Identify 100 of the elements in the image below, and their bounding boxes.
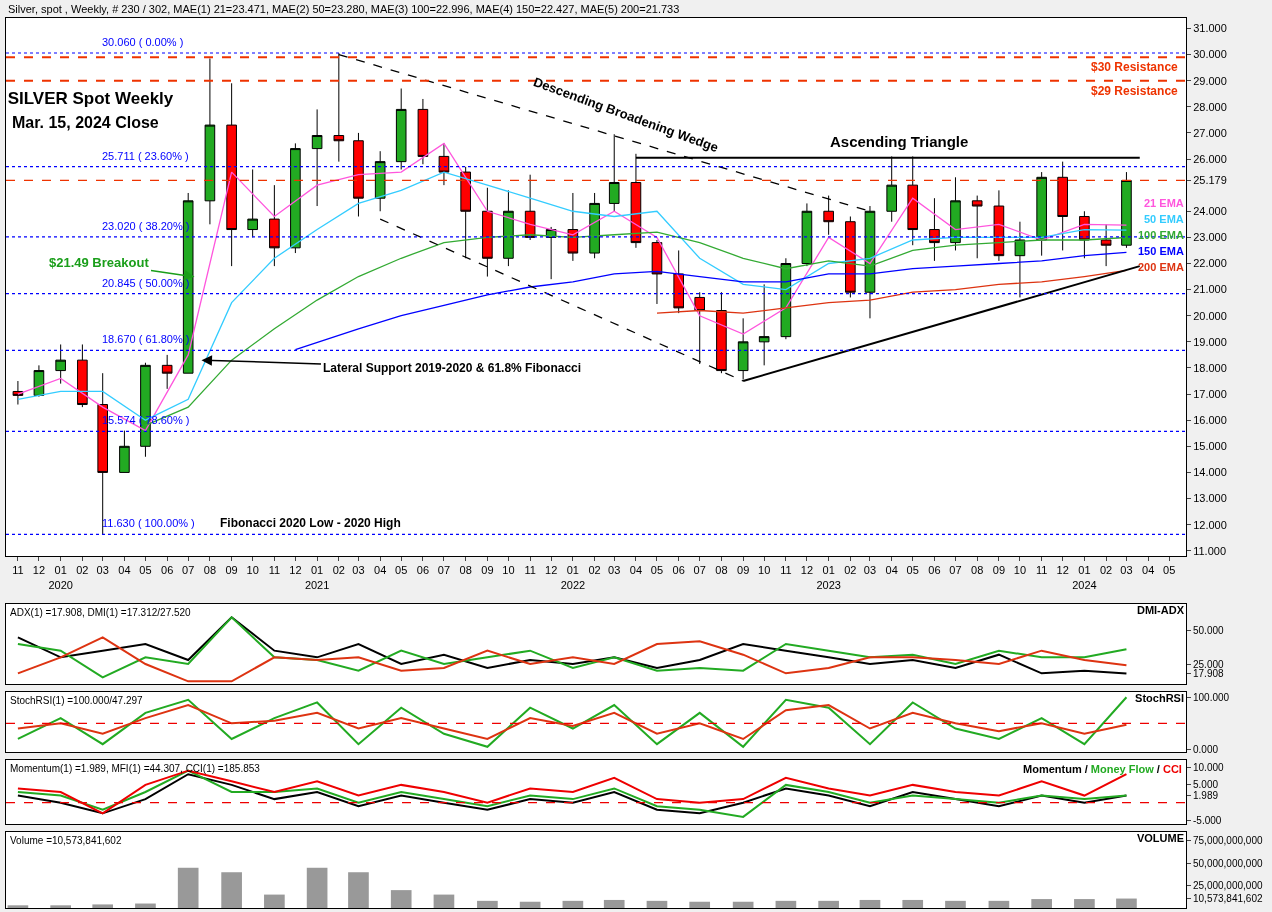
line-series: [16, 704, 1128, 740]
bar: [859, 899, 881, 908]
x-tick-label: 12: [545, 564, 558, 577]
y-tick-label: 10,573,841,602: [1193, 893, 1263, 905]
x-tick-label: 12: [1056, 564, 1069, 577]
x-tick-label: 06: [928, 564, 941, 577]
candlestick: [503, 189, 514, 267]
x-tick-label: 07: [182, 564, 195, 577]
chart-subtitle: ADX(1) =17.908, DMI(1) =17.312/27.520: [10, 607, 192, 618]
ref-line-label: 30.060 ( 0.00% ): [102, 36, 184, 48]
annotation: $21.49 Breakout: [49, 255, 150, 270]
chart-title: VOLUME: [1136, 831, 1184, 844]
y-tick-label: 11.000: [1193, 544, 1227, 557]
x-tick-label: 08: [459, 564, 472, 577]
x-tick-label: 04: [629, 564, 643, 577]
y-tick-label: 18.000: [1193, 361, 1227, 374]
y-tick-label: 20.000: [1193, 309, 1227, 322]
y-tick-label: 25,000,000,000: [1193, 880, 1263, 892]
bar: [477, 900, 498, 908]
x-tick-label: 07: [693, 564, 706, 577]
y-tick-label: 30.000: [1193, 48, 1227, 61]
candlestick: [119, 430, 130, 473]
bar: [1031, 899, 1052, 908]
candlestick: [694, 291, 706, 365]
bar: [50, 905, 71, 908]
x-tick-label: 01 2022: [560, 564, 586, 591]
y-tick-label: 1.989: [1193, 790, 1219, 802]
x-tick-label: 01 2020: [48, 564, 73, 591]
y-tick-label: 16.000: [1193, 414, 1227, 427]
bar: [775, 900, 797, 908]
x-tick-label: 01 2023: [816, 564, 841, 591]
y-tick-label: 23.000: [1193, 231, 1227, 244]
bar: [1074, 899, 1095, 908]
y-tick-label: 22.000: [1193, 257, 1227, 270]
annotation: Lateral Support 2019-2020 & 61.8% Fibonacci: [323, 361, 582, 375]
x-tick-label: 11: [268, 564, 281, 577]
text: Mar. 15, 2024 Close: [12, 114, 159, 131]
y-tick-label: 21.000: [1193, 283, 1227, 296]
candlestick: [33, 364, 45, 398]
x-tick-label: 03: [352, 564, 365, 577]
x-tick-label: 07: [949, 564, 962, 577]
x-tick-label: 12: [289, 564, 302, 577]
series-label: 100 EMA: [1138, 229, 1184, 241]
candlestick: [673, 249, 684, 314]
x-tick-label: 04: [1142, 564, 1155, 577]
candlestick: [77, 343, 88, 408]
x-tick-label: 05: [395, 564, 408, 577]
x-tick-label: 01 2024: [1072, 564, 1097, 591]
x-tick-label: 06: [416, 564, 430, 577]
y-tick-label: 26.000: [1193, 152, 1227, 165]
bar: [135, 903, 156, 908]
x-tick-label: 11: [524, 564, 536, 577]
candlestick: [226, 82, 237, 267]
x-tick-label: 03: [1120, 564, 1133, 577]
candlestick: [716, 291, 727, 374]
y-tick-label: 28.000: [1193, 100, 1227, 113]
x-tick-label: 02: [76, 564, 89, 577]
y-tick-label: -5.000: [1193, 814, 1222, 826]
chart-title: Momentum / Money Flow / CCI: [1023, 763, 1182, 775]
x-tick-label: 11: [12, 564, 24, 577]
x-tick-label: 06: [672, 564, 685, 577]
ref-line-label: 25.711 ( 23.60% ): [102, 150, 189, 162]
y-tick-label: 5.000: [1193, 779, 1219, 791]
series-label: 200 EMA: [1138, 261, 1184, 273]
ref-line-label: 11.630 ( 100.00% ): [102, 517, 195, 529]
x-tick-label: 10: [502, 564, 515, 577]
bar: [902, 899, 924, 908]
annotation: Fibonacci 2020 Low - 2020 High: [220, 516, 401, 530]
bar: [221, 872, 242, 908]
candlestick: [1100, 223, 1112, 267]
bar: [433, 894, 455, 908]
bar: [7, 905, 29, 908]
x-tick-label: 08: [715, 564, 728, 577]
y-tick-label: 19.000: [1193, 335, 1227, 348]
candlestick: [438, 142, 450, 186]
x-tick-label: 08: [203, 564, 217, 577]
candlestick: [247, 168, 258, 238]
candlestick: [395, 88, 407, 170]
chart-subtitle: Volume =10,573,841,602: [10, 835, 122, 846]
ref-line-label: $30 Resistance: [1091, 60, 1179, 74]
candlestick: [204, 57, 216, 225]
x-tick-label: 10: [758, 564, 771, 577]
x-tick-label: 12: [32, 564, 46, 577]
bar: [818, 900, 839, 908]
annotation: Ascending Triangle: [830, 133, 969, 150]
series-label: 50 EMA: [1144, 213, 1184, 225]
chart-title: StochRSI: [1135, 691, 1184, 704]
candlestick: [161, 354, 173, 390]
bar: [732, 901, 754, 908]
candlestick: [971, 195, 983, 259]
bar: [988, 900, 1010, 908]
y-tick-label: 75,000,000,000: [1193, 835, 1263, 847]
y-tick-label: 50,000,000,000: [1193, 857, 1263, 869]
x-tick-label: 02: [332, 564, 345, 577]
ref-line-label: $29 Resistance: [1091, 84, 1179, 98]
candlestick: [1036, 171, 1047, 257]
y-tick-label: 24.000: [1193, 205, 1227, 218]
y-tick-label: 50.000: [1193, 625, 1225, 637]
x-tick-label: 05: [1163, 564, 1176, 577]
ref-line-label: 18.670 ( 61.80% ): [102, 333, 190, 345]
